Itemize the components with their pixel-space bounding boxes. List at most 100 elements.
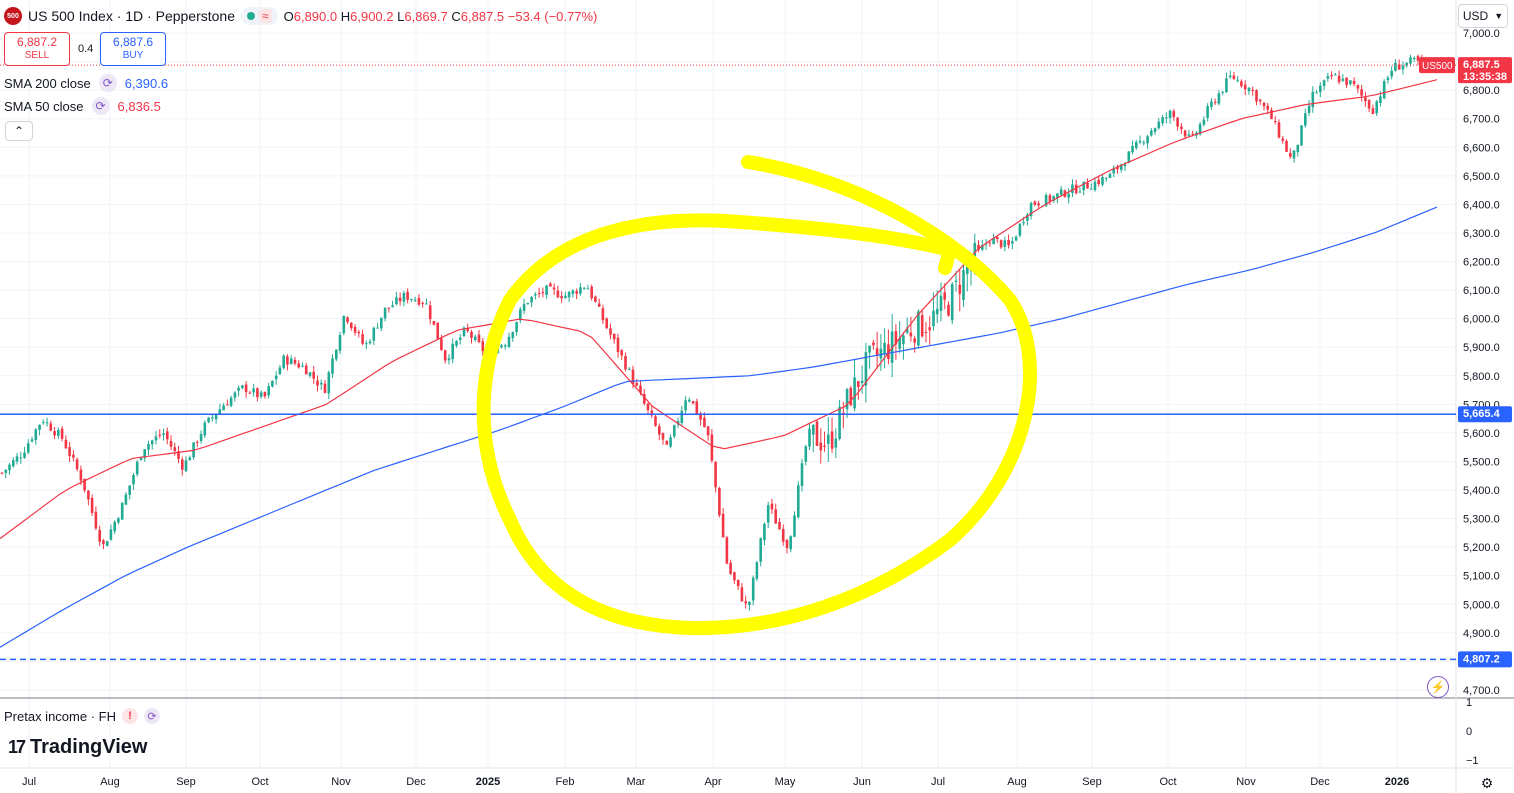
candle-body — [1198, 124, 1202, 135]
pretax-refresh-icon[interactable]: ⟳ — [143, 708, 160, 724]
candle-body — [1232, 75, 1236, 79]
candle-body — [725, 537, 729, 564]
close-value: 6,887.5 — [460, 8, 505, 24]
candle-body — [1397, 64, 1401, 70]
candle-body — [736, 579, 740, 587]
symbol-title[interactable]: US 500 Index · 1D · Pepperstone — [28, 8, 236, 24]
price-axis-label: 5,500.0 — [1463, 456, 1500, 468]
candle-body — [184, 460, 188, 472]
candle-body — [654, 416, 657, 426]
sma50-refresh-icon[interactable]: ⟳ — [91, 97, 110, 115]
candle-body — [466, 328, 469, 331]
candle-body — [875, 348, 879, 356]
candle-body — [1334, 74, 1337, 76]
candle-body — [1409, 57, 1412, 64]
time-axis-label: Nov — [331, 776, 351, 788]
price-axis-label: 6,400.0 — [1463, 199, 1500, 211]
candle-body — [733, 572, 736, 581]
candle-body — [511, 332, 515, 339]
candle-body — [582, 287, 586, 289]
freehand-annotation[interactable] — [476, 155, 1037, 636]
candle-body — [744, 601, 747, 604]
candle-body — [643, 394, 646, 404]
time-axis-label: Jul — [22, 776, 36, 788]
candle-body — [320, 382, 323, 385]
candle-body — [90, 497, 94, 513]
candle-body — [552, 287, 556, 290]
data-source-icon: ≈ — [259, 9, 272, 23]
price-axis-label: 5,100.0 — [1463, 571, 1500, 583]
price-axis-label: 6,800.0 — [1463, 85, 1500, 97]
candle-body — [609, 328, 612, 335]
candle-body — [710, 434, 714, 461]
candle-body — [515, 322, 518, 332]
collapse-legend-button[interactable]: ⌃ — [5, 121, 33, 141]
candle-body — [819, 442, 823, 451]
main-pane[interactable] — [0, 0, 1456, 698]
candle-body — [522, 304, 526, 311]
sell-button[interactable]: 6,887.2 SELL — [4, 32, 70, 66]
candle-body — [57, 430, 60, 436]
candle-body — [1225, 78, 1228, 93]
market-open-icon — [247, 12, 256, 20]
candle-body — [834, 438, 838, 448]
warning-icon[interactable]: ! — [121, 708, 138, 724]
sma50-line — [0, 79, 1438, 540]
market-status-pill[interactable]: ≈ — [241, 7, 278, 25]
buy-button[interactable]: 6,887.6 BUY — [100, 32, 166, 66]
candle-body — [68, 447, 71, 457]
candle-body — [271, 380, 274, 387]
candle-body — [616, 337, 620, 352]
candle-body — [49, 423, 53, 431]
sma200-label: SMA 200 close — [4, 75, 91, 91]
chevron-down-icon: ▼ — [1494, 11, 1504, 21]
candle-body — [368, 341, 372, 344]
time-axis-label: Nov — [1236, 776, 1256, 788]
time-axis-label: Aug — [1007, 776, 1027, 788]
lightning-icon[interactable]: ⚡ — [1427, 676, 1449, 698]
candle-body — [917, 311, 920, 346]
candle-body — [1360, 89, 1363, 96]
currency-selector[interactable]: USD ▼ — [1458, 4, 1508, 28]
symbol-price-tag — [1419, 57, 1455, 74]
candle-body — [894, 331, 898, 345]
candle-body — [804, 446, 808, 462]
candle-body — [646, 403, 650, 411]
candle-body — [398, 297, 402, 302]
candle-body — [766, 505, 770, 523]
candle-body — [898, 338, 901, 349]
sma200-line — [0, 206, 1438, 648]
candle-body — [19, 457, 23, 459]
candle-body — [879, 348, 883, 359]
candle-body — [60, 428, 64, 439]
candle-body — [222, 405, 225, 411]
candle-body — [12, 460, 15, 467]
symbol-legend[interactable]: 500 US 500 Index · 1D · Pepperstone ≈ O6… — [4, 6, 597, 26]
candle-body — [1112, 168, 1115, 174]
pretax-income-legend[interactable]: Pretax income · FH ! ⟳ — [4, 706, 160, 726]
candle-body — [297, 363, 300, 368]
candle-body — [627, 368, 631, 370]
candle-body — [977, 244, 980, 250]
candle-body — [827, 434, 830, 444]
candle-body — [252, 388, 255, 393]
sma50-label: SMA 50 close — [4, 98, 84, 114]
candle-body — [860, 380, 864, 384]
sma200-legend[interactable]: SMA 200 close ⟳ 6,390.6 — [4, 73, 168, 93]
tradingview-logo[interactable]: 17 TradingView — [8, 736, 147, 759]
sma50-legend[interactable]: SMA 50 close ⟳ 6,836.5 — [4, 96, 161, 116]
pane2-axis-label: 0 — [1466, 726, 1472, 738]
candle-body — [793, 515, 796, 537]
sma200-refresh-icon[interactable]: ⟳ — [98, 74, 117, 92]
pane2-axis-label: −1 — [1466, 755, 1479, 767]
price-axis-label: 5,200.0 — [1463, 542, 1500, 554]
candle-body — [650, 410, 654, 416]
candle-body — [1217, 93, 1221, 104]
gear-icon[interactable]: ⚙ — [1480, 774, 1494, 791]
candle-body — [1367, 100, 1371, 109]
candle-body — [797, 485, 800, 518]
candle-body — [721, 513, 725, 538]
candle-body — [763, 523, 766, 541]
candle-body — [158, 434, 161, 436]
